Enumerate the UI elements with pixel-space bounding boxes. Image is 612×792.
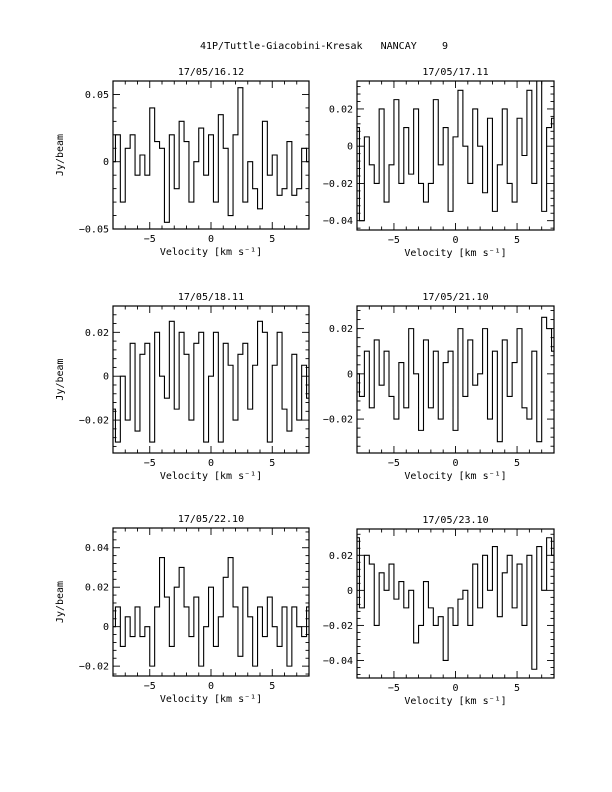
x-tick-label: 5 [269,681,275,692]
x-tick-label: −5 [144,234,156,245]
x-tick-label: −5 [144,681,156,692]
figure-title: 41P/Tuttle-Giacobini-Kresak NANCAY [200,41,417,52]
x-tick-label: −5 [388,458,400,469]
x-axis-label: Velocity [km s⁻¹] [160,694,262,705]
y-tick-label: −0.02 [323,621,353,632]
panel-1: 17/05/16.12 −5 0 5 −0.05 0 0.05 Velocity [km s⁻… [55,67,310,258]
x-axis-label: Velocity [km s⁻¹] [160,471,262,482]
y-tick-label: 0 [347,369,353,380]
y-tick-label: −0.02 [79,416,109,427]
y-tick-label: 0 [347,586,353,597]
x-tick-label: 0 [452,235,458,246]
panel-title: 17/05/17.11 [422,67,488,78]
y-tick-label: 0.02 [329,104,353,115]
y-tick-label: −0.02 [323,415,353,426]
y-axis-label: Jy/beam [55,581,66,623]
y-tick-label: −0.04 [323,216,353,227]
x-tick-label: 5 [514,235,520,246]
y-tick-label: −0.02 [79,662,109,673]
x-tick-label: −5 [144,458,156,469]
x-tick-label: 0 [208,458,214,469]
spectrum-trace [113,320,309,443]
y-tick-label: 0 [103,372,109,383]
plot-frame [112,305,310,454]
y-tick-label: 0.02 [85,328,109,339]
panel-title: 17/05/21.10 [422,292,488,303]
y-tick-label: −0.04 [323,656,353,667]
x-tick-label: 0 [208,681,214,692]
x-tick-label: 5 [269,234,275,245]
x-axis-label: Velocity [km s⁻¹] [404,248,506,259]
y-tick-label: −0.02 [323,179,353,190]
y-tick-label: 0 [103,157,109,168]
panel-title: 17/05/18.11 [178,292,244,303]
y-tick-label: 0 [347,142,353,153]
y-tick-label: 0.05 [85,90,109,101]
plot-frame [356,528,555,679]
y-axis-label: Jy/beam [55,358,66,400]
x-tick-label: 5 [269,458,275,469]
spectrum-trace [113,87,309,223]
x-tick-label: 0 [208,234,214,245]
panel-2: 17/05/17.11 −5 0 5 −0.04 −0.02 0 0.02 Velocity [… [323,67,555,259]
panels: 17/05/16.12 −5 0 5 −0.05 0 0.05 Velocity [km s⁻… [55,67,555,707]
y-tick-label: 0 [103,622,109,633]
x-tick-label: 0 [452,458,458,469]
plot-frame [112,527,310,677]
x-tick-label: 5 [514,458,520,469]
x-tick-label: −5 [388,683,400,694]
y-tick-label: 0.02 [329,551,353,562]
panel-title: 17/05/22.10 [178,514,244,525]
panel-5: 17/05/22.10 −5 0 5 −0.02 0 0.02 0.04 Velocity [k… [55,514,310,705]
page-number: 9 [442,41,448,52]
x-axis-label: Velocity [km s⁻¹] [160,247,262,258]
panel-title: 17/05/23.10 [422,515,488,526]
y-tick-label: −0.05 [79,225,109,236]
y-axis-label: Jy/beam [55,134,66,176]
x-axis-label: Velocity [km s⁻¹] [404,471,506,482]
panel-title: 17/05/16.12 [178,67,244,78]
x-axis-label: Velocity [km s⁻¹] [404,696,506,707]
spectrum-trace [113,557,309,667]
x-tick-label: −5 [388,235,400,246]
panel-6: 17/05/23.10 −5 0 5 −0.04 −0.02 0 0.02 Velocity [… [323,515,555,707]
y-tick-label: 0.04 [85,543,109,554]
spectrum-trace [357,537,554,670]
spectrum-trace [357,80,554,222]
y-tick-label: 0.02 [85,583,109,594]
panel-4: 17/05/21.10 −5 0 5 −0.02 0 0.02 Velocity [km s⁻… [323,292,555,482]
panel-3: 17/05/18.11 −5 0 5 −0.02 0 0.02 Velocity [km s⁻… [55,292,310,482]
spectrum-trace [357,316,554,443]
x-tick-label: 5 [514,683,520,694]
plot-frame [356,305,555,454]
x-tick-label: 0 [452,683,458,694]
y-tick-label: 0.02 [329,324,353,335]
